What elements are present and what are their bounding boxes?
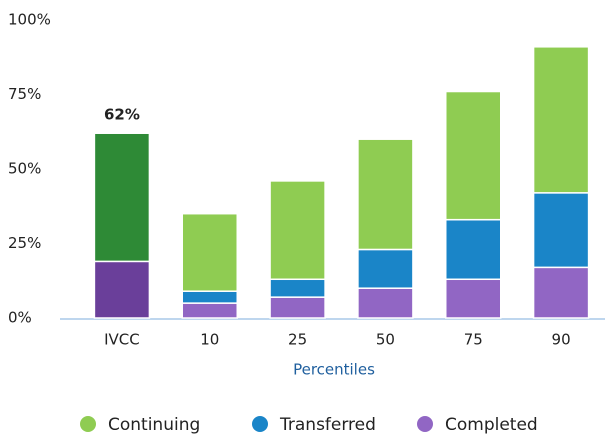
bar-segment [181, 212, 238, 292]
bar-segment [269, 278, 326, 298]
bar-segment [445, 90, 502, 221]
bar-segment [445, 278, 502, 319]
total-label: 62% [104, 106, 140, 124]
bar-segment [357, 287, 414, 319]
bar-segment [357, 248, 414, 289]
bar-segment [445, 218, 502, 281]
y-tick-label: 0% [8, 309, 32, 327]
bar-segment [93, 260, 151, 319]
x-tick-label: 25 [288, 331, 307, 349]
legend-marker [417, 416, 433, 432]
x-tick-label: 50 [376, 331, 395, 349]
bar-segment [357, 138, 414, 251]
bar-segment [181, 290, 238, 304]
bar-segment [269, 296, 326, 319]
legend-label: Continuing [108, 415, 200, 435]
y-tick-label: 50% [8, 160, 41, 178]
legend-marker [80, 416, 96, 432]
x-tick-label: IVCC [104, 331, 140, 349]
y-tick-label: 25% [8, 234, 41, 252]
y-tick-label: 75% [8, 85, 41, 103]
legend-label: Completed [445, 415, 538, 435]
x-axis-label: Percentiles [293, 361, 375, 379]
legend-label: Transferred [279, 415, 376, 435]
bar-segment [532, 266, 590, 319]
bar-segment [181, 302, 238, 319]
x-tick-label: 75 [464, 331, 483, 349]
bar-segment [269, 180, 326, 281]
y-tick-label: 100% [8, 11, 51, 29]
bar-segment [532, 46, 590, 194]
bar-segment [93, 132, 151, 263]
x-tick-label: 10 [200, 331, 219, 349]
x-tick-label: 90 [552, 331, 571, 349]
bar-segment [532, 192, 590, 269]
legend-marker [252, 416, 268, 432]
